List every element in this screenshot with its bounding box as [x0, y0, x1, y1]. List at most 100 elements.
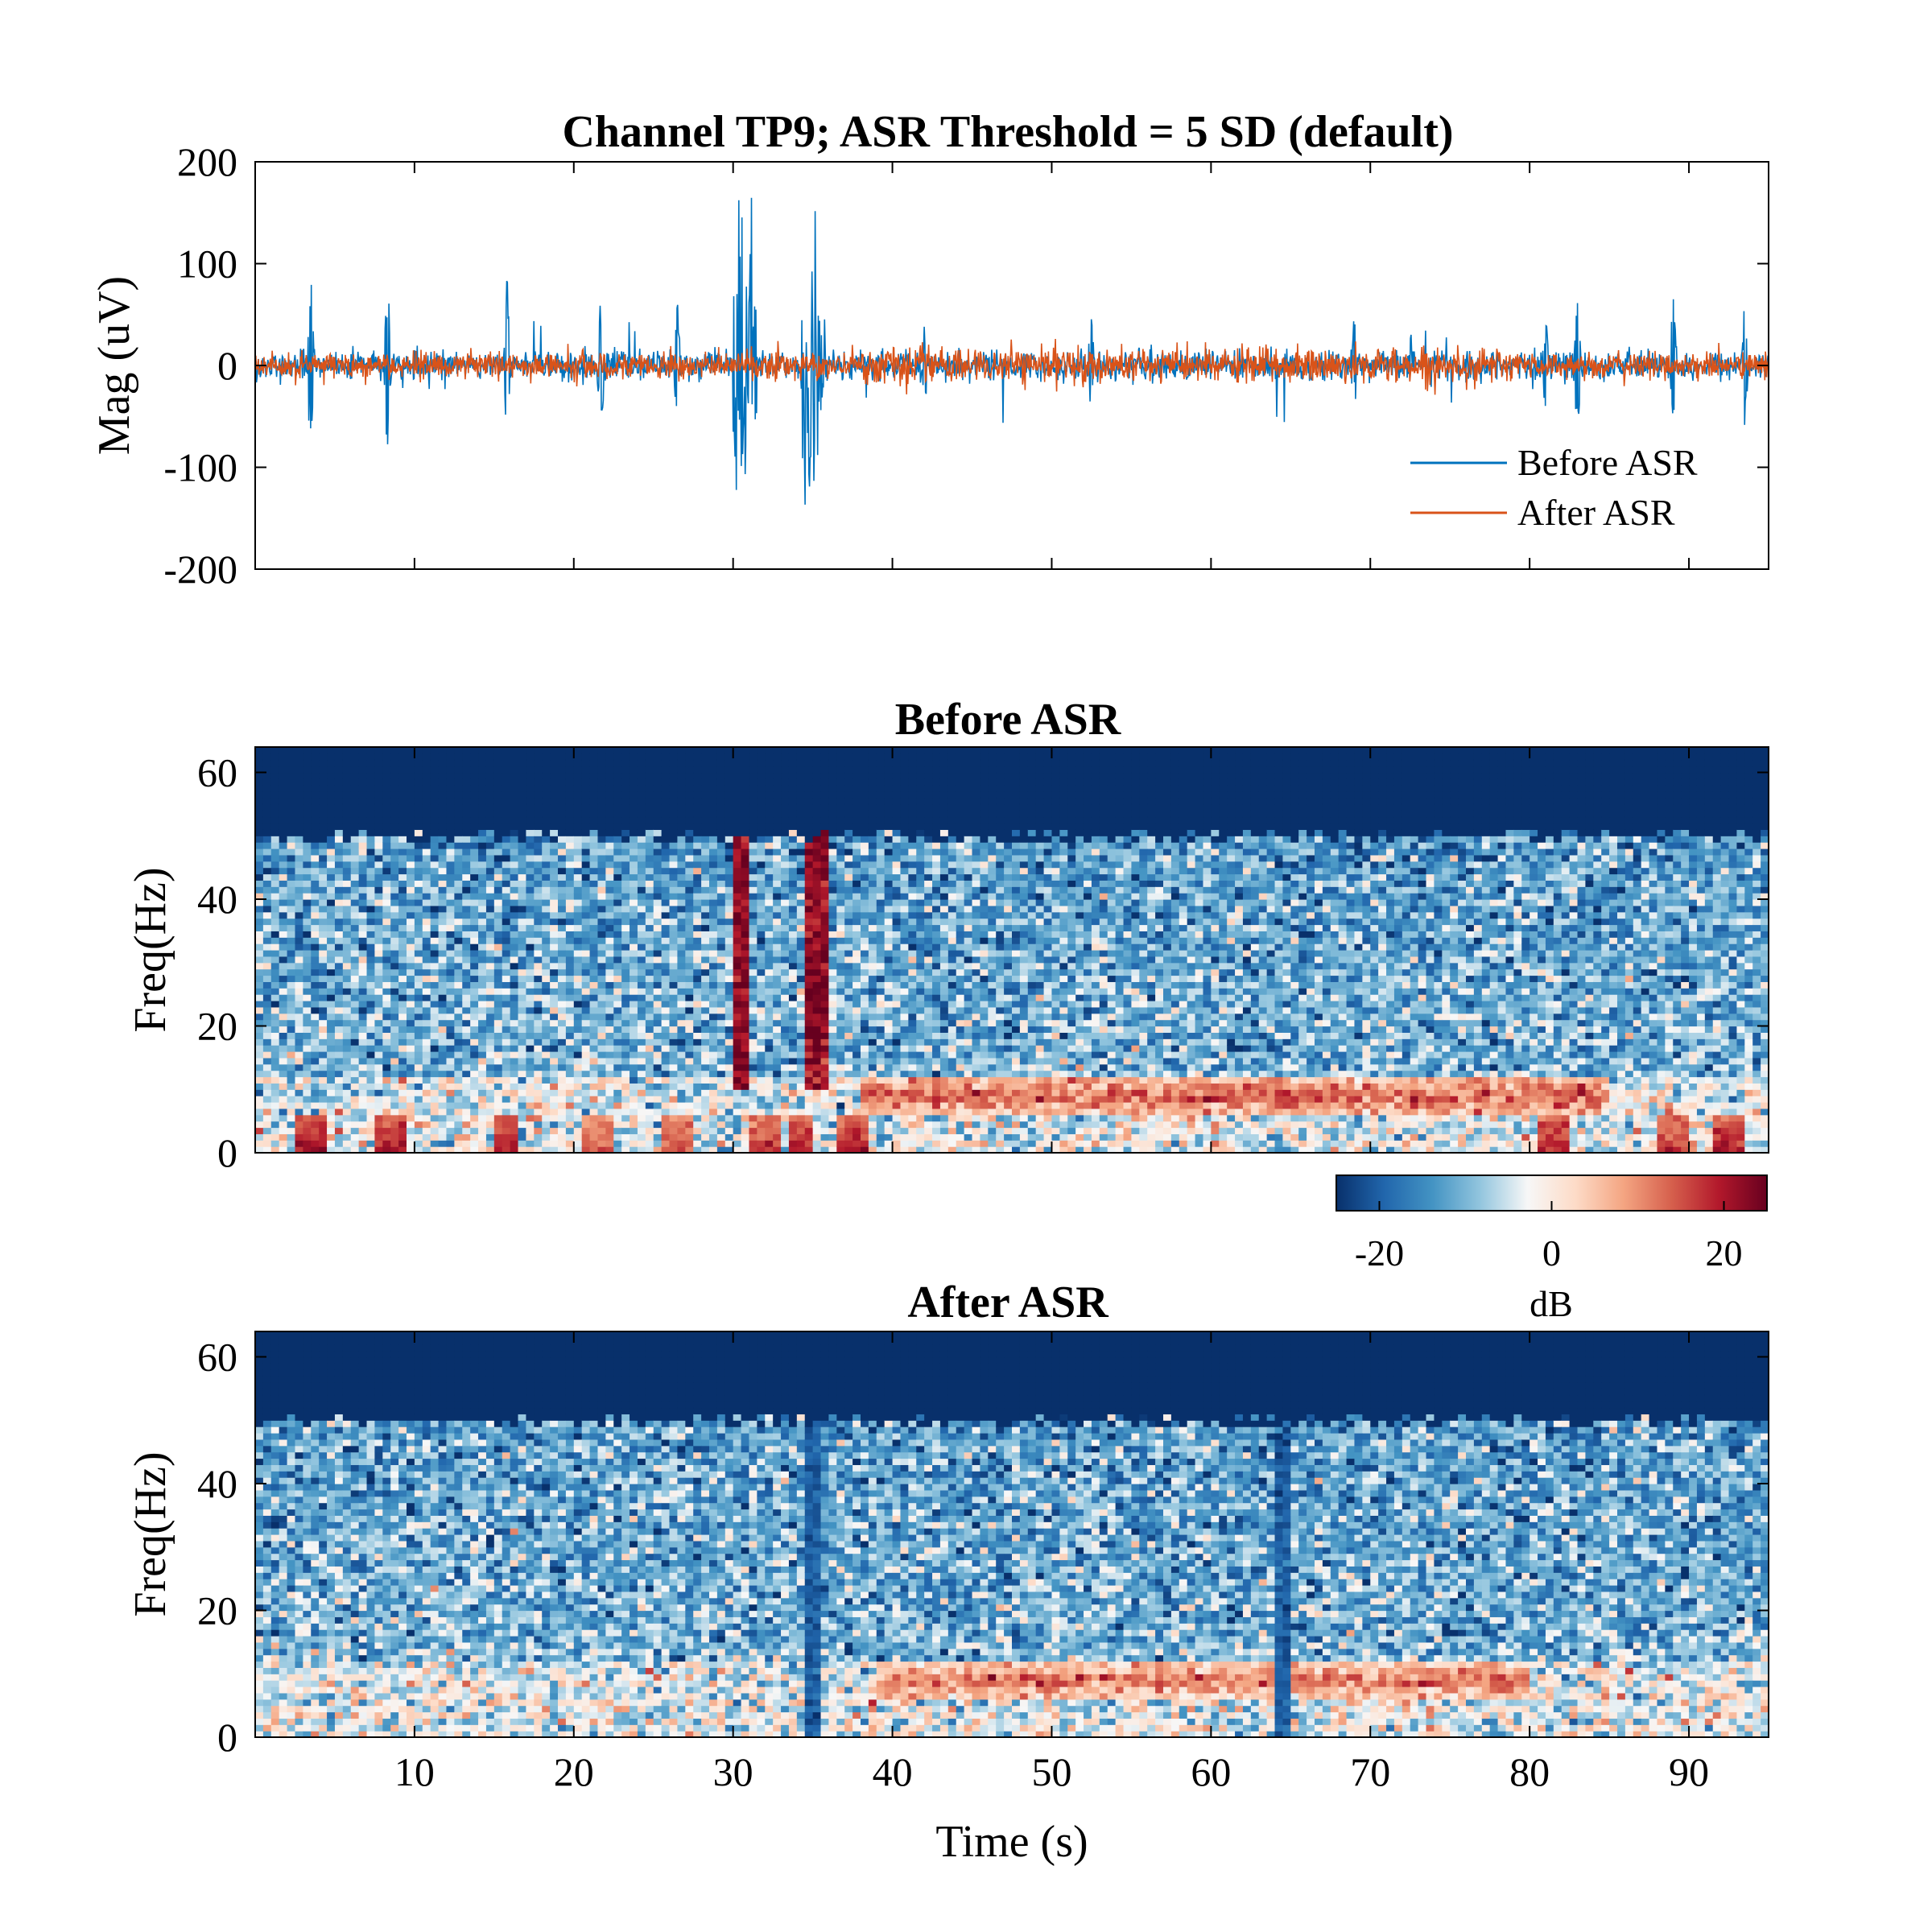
heatmap-cell	[287, 1114, 296, 1122]
heatmap-cell	[311, 1063, 320, 1071]
heatmap-cell	[861, 772, 869, 779]
heatmap-cell	[781, 1127, 790, 1134]
heatmap-cell	[645, 1096, 654, 1103]
heatmap-cell	[581, 1140, 591, 1147]
heatmap-cell	[804, 816, 814, 824]
heatmap-cell	[861, 1057, 869, 1065]
heatmap-cell	[861, 1006, 869, 1014]
heatmap-cell	[485, 899, 495, 906]
heatmap-cell	[716, 943, 726, 951]
heatmap-cell	[796, 899, 806, 906]
heatmap-cell	[374, 1032, 383, 1039]
heatmap-cell	[542, 1070, 551, 1078]
heatmap-cell	[279, 1063, 288, 1071]
heatmap-cell	[565, 975, 575, 982]
heatmap-cell	[773, 994, 782, 1001]
heatmap-cell	[597, 1026, 606, 1033]
heatmap-cell	[550, 785, 559, 792]
heatmap-cell	[820, 988, 830, 995]
heatmap-cell	[502, 836, 511, 843]
heatmap-cell	[334, 759, 344, 767]
heatmap-cell	[382, 1019, 391, 1027]
heatmap-cell	[613, 848, 622, 856]
heatmap-cell	[605, 931, 614, 938]
heatmap-cell	[255, 1045, 264, 1052]
heatmap-cell	[621, 1114, 630, 1122]
heatmap-cell	[581, 1070, 591, 1078]
heatmap-cell	[255, 772, 264, 779]
heatmap-cell	[398, 899, 407, 906]
heatmap-cell	[279, 1032, 288, 1039]
heatmap-cell	[653, 1108, 663, 1116]
heatmap-cell	[518, 1026, 527, 1033]
heatmap-cell	[573, 785, 583, 792]
heatmap-cell	[502, 810, 511, 818]
heatmap-cell	[430, 905, 440, 913]
heatmap-cell	[605, 911, 614, 919]
heatmap-cell	[677, 905, 686, 913]
heatmap-cell	[645, 988, 654, 995]
heatmap-cell	[502, 1038, 511, 1046]
heatmap-cell	[390, 1083, 399, 1090]
heatmap-cell	[534, 1146, 543, 1153]
heatmap-cell	[414, 943, 423, 951]
heatmap-cell	[327, 823, 336, 830]
heatmap-cell	[526, 766, 535, 774]
heatmap-cell	[366, 1096, 376, 1103]
heatmap-cell	[820, 778, 830, 786]
heatmap-cell	[749, 899, 758, 906]
heatmap-cell	[709, 842, 718, 849]
heatmap-cell	[462, 854, 471, 862]
heatmap-cell	[398, 791, 407, 799]
heatmap-cell	[374, 791, 383, 799]
heatmap-cell	[630, 791, 638, 799]
heatmap-cell	[438, 816, 448, 824]
heatmap-cell	[454, 861, 463, 869]
heatmap-cell	[255, 867, 264, 875]
heatmap-cell	[542, 943, 551, 951]
heatmap-cell	[407, 1057, 415, 1065]
heatmap-cell	[534, 962, 543, 970]
heatmap-cell	[319, 975, 328, 982]
heatmap-cell	[493, 1121, 503, 1129]
heatmap-cell	[526, 880, 535, 887]
heatmap-cell	[804, 994, 814, 1001]
heatmap-cell	[820, 772, 830, 779]
heatmap-cell	[844, 873, 853, 881]
heatmap-cell	[255, 1108, 264, 1116]
heatmap-cell	[749, 905, 758, 913]
heatmap-cell	[311, 1127, 320, 1134]
heatmap-cell	[542, 1096, 551, 1103]
heatmap-cell	[327, 962, 336, 970]
heatmap-cell	[279, 1096, 288, 1103]
heatmap-cell	[470, 766, 479, 774]
heatmap-cell	[366, 1127, 376, 1134]
heatmap-cell	[398, 1089, 407, 1096]
heatmap-cell	[693, 1019, 702, 1027]
heatmap-cell	[430, 1140, 440, 1147]
heatmap-cell	[342, 950, 352, 957]
heatmap-cell	[573, 803, 583, 811]
heatmap-cell	[558, 867, 567, 875]
heatmap-cell	[287, 747, 296, 754]
heatmap-cell	[542, 1076, 551, 1084]
heatmap-cell	[518, 1013, 527, 1021]
heatmap-cell	[781, 785, 790, 792]
heatmap-cell	[621, 1038, 630, 1046]
heatmap-cell	[295, 1006, 303, 1014]
heatmap-cell	[303, 759, 312, 767]
heatmap-cell	[270, 1121, 280, 1129]
heatmap-cell	[788, 1146, 798, 1153]
heatmap-cell	[781, 918, 790, 926]
heatmap-cell	[765, 911, 774, 919]
heatmap-cell	[430, 798, 440, 805]
heatmap-cell	[407, 886, 415, 894]
heatmap-cell	[407, 759, 415, 767]
heatmap-cell	[828, 861, 837, 869]
heatmap-cell	[781, 1063, 790, 1071]
heatmap-cell	[493, 867, 503, 875]
heatmap-cell	[407, 829, 415, 836]
heatmap-cell	[645, 937, 654, 944]
heatmap-cell	[398, 1096, 407, 1103]
heatmap-cell	[430, 1045, 440, 1052]
